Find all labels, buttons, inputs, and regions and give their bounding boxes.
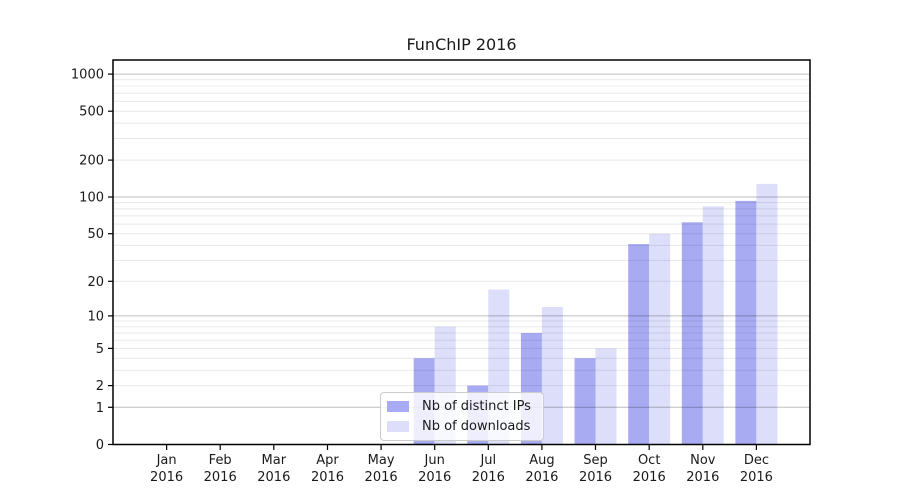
y-tick-label: 1: [96, 401, 104, 416]
x-tick-label-month: Nov: [690, 453, 716, 468]
x-tick-label-year: 2016: [150, 470, 183, 485]
x-tick-label-month: Apr: [316, 453, 339, 468]
x-tick-label-year: 2016: [365, 470, 398, 485]
x-tick-label-year: 2016: [686, 470, 719, 485]
x-tick-label-month: Aug: [529, 453, 554, 468]
x-tick-label-year: 2016: [633, 470, 666, 485]
y-tick-label: 2: [96, 379, 104, 394]
x-tick-label-month: May: [368, 453, 395, 468]
legend-swatch-distinct-ips-icon: [387, 401, 409, 412]
y-tick-label: 200: [79, 154, 104, 169]
y-tick-label: 100: [79, 191, 104, 206]
x-tick-label-year: 2016: [418, 470, 451, 485]
bar-aug-downloads: [541, 307, 563, 445]
legend-swatch-downloads-icon: [387, 421, 409, 432]
y-tick-label: 10: [87, 309, 104, 324]
y-tick-label: 20: [87, 275, 104, 290]
legend: Nb of distinct IPs Nb of downloads: [380, 392, 544, 441]
x-tick-label-year: 2016: [311, 470, 344, 485]
x-tick-label-month: Jul: [479, 453, 496, 468]
bar-nov-distinct-ips: [681, 222, 703, 445]
x-tick-label-month: Sep: [583, 453, 608, 468]
legend-label-downloads: Nb of downloads: [422, 419, 531, 434]
legend-label-distinct-ips: Nb of distinct IPs: [422, 399, 531, 414]
bar-dec-distinct-ips: [735, 200, 757, 445]
x-tick-label-year: 2016: [204, 470, 237, 485]
y-tick-label: 50: [87, 227, 104, 242]
y-tick-label: 1000: [71, 68, 104, 83]
bar-oct-downloads: [649, 233, 671, 445]
x-tick-label-month: Mar: [262, 453, 287, 468]
x-tick-label-month: Jan: [156, 453, 177, 468]
chart-title: FunChIP 2016: [406, 35, 517, 54]
legend-item-distinct-ips: Nb of distinct IPs: [387, 398, 537, 415]
bar-dec-downloads: [756, 183, 778, 445]
x-tick-label-month: Feb: [209, 453, 232, 468]
bar-oct-distinct-ips: [628, 244, 650, 445]
x-tick-label-year: 2016: [257, 470, 290, 485]
x-tick-label-month: Oct: [638, 453, 660, 468]
x-tick-label-month: Dec: [744, 453, 769, 468]
x-tick-label-year: 2016: [579, 470, 612, 485]
plot-frame: [112, 59, 811, 446]
bar-sep-distinct-ips: [574, 358, 596, 445]
x-tick-label-year: 2016: [525, 470, 558, 485]
bar-nov-downloads: [702, 206, 724, 445]
x-tick-label-month: Jun: [424, 453, 445, 468]
y-tick-label: 0: [96, 438, 104, 453]
x-tick-label-year: 2016: [472, 470, 505, 485]
y-tick-label: 5: [96, 342, 104, 357]
bar-sep-downloads: [595, 348, 617, 445]
legend-item-downloads: Nb of downloads: [387, 418, 537, 435]
x-tick-label-year: 2016: [740, 470, 773, 485]
y-tick-label: 500: [79, 105, 104, 120]
